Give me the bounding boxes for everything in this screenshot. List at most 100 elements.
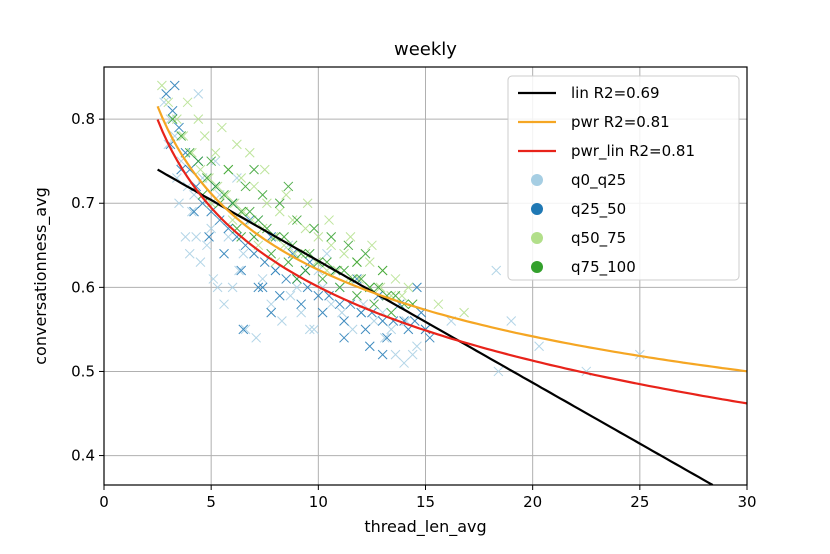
legend-dot-swatch — [531, 203, 543, 215]
data-point — [212, 282, 223, 293]
data-point — [204, 173, 214, 183]
y-axis-label: conversationness_avg — [31, 187, 51, 365]
y-tick-label: 0.8 — [71, 110, 95, 128]
data-point — [424, 332, 435, 343]
data-point — [178, 131, 189, 141]
legend: lin R2=0.69 pwr R2=0.81 pwr_lin R2=0.81 q0_… — [507, 75, 740, 281]
data-point — [257, 274, 268, 284]
data-point — [270, 265, 281, 276]
data-point — [227, 198, 238, 209]
data-point — [202, 173, 212, 183]
data-point — [214, 215, 225, 225]
series-q25_50 — [161, 80, 435, 360]
data-point — [210, 147, 221, 158]
data-point — [182, 97, 193, 108]
data-point — [292, 282, 302, 293]
data-point — [339, 332, 349, 343]
data-point — [337, 307, 347, 318]
data-point — [377, 349, 388, 360]
x-tick-label: 5 — [206, 493, 216, 511]
x-tick-label: 15 — [416, 493, 435, 511]
legend-dot-swatch — [531, 174, 543, 186]
data-point — [491, 265, 502, 276]
data-point — [459, 307, 469, 318]
x-axis-label: thread_len_avg — [364, 517, 486, 537]
data-point — [259, 164, 270, 175]
data-point — [232, 232, 242, 242]
data-point — [412, 341, 422, 352]
data-point — [219, 189, 229, 200]
data-point — [274, 290, 285, 301]
data-point — [257, 282, 268, 293]
data-point — [292, 215, 302, 225]
data-point — [232, 139, 242, 150]
data-point — [219, 299, 229, 310]
data-point — [360, 248, 371, 259]
data-point — [304, 324, 315, 335]
scatter-points — [157, 80, 645, 377]
y-tick-label: 0.6 — [71, 278, 95, 296]
fit-line — [156, 119, 747, 405]
data-point — [266, 307, 277, 318]
data-point — [249, 164, 259, 175]
data-point — [364, 341, 375, 352]
data-point — [266, 299, 277, 310]
data-point — [296, 299, 307, 310]
data-point — [352, 290, 362, 301]
data-point — [174, 122, 184, 133]
data-point — [195, 164, 206, 175]
data-point — [259, 257, 270, 267]
data-point — [281, 274, 292, 284]
data-point — [244, 206, 255, 217]
data-point — [309, 223, 319, 234]
data-point — [206, 206, 217, 217]
data-point — [356, 274, 367, 284]
data-point — [283, 257, 294, 267]
data-point — [169, 80, 180, 91]
data-point — [172, 173, 182, 183]
data-point — [360, 324, 371, 335]
data-point — [317, 307, 328, 318]
data-point — [296, 307, 307, 318]
data-point — [375, 282, 386, 293]
data-point — [262, 198, 272, 209]
data-point — [326, 299, 337, 310]
data-point — [240, 181, 251, 192]
data-point — [534, 341, 544, 352]
data-point — [634, 349, 645, 360]
data-point — [193, 156, 204, 167]
data-point — [206, 223, 217, 234]
data-point — [157, 80, 167, 91]
legend-label: q50_75 — [571, 229, 626, 248]
data-point — [390, 349, 401, 360]
data-point — [283, 181, 294, 192]
data-point — [174, 198, 184, 209]
data-point — [219, 248, 229, 259]
data-point — [253, 215, 264, 225]
data-point — [163, 97, 174, 108]
data-point — [240, 324, 251, 335]
fit-line — [157, 168, 714, 485]
series-q0_q25 — [159, 89, 645, 377]
data-point — [187, 147, 197, 158]
data-point — [193, 89, 204, 99]
data-point — [379, 332, 390, 343]
data-point — [191, 232, 202, 242]
data-point — [412, 282, 422, 293]
y-tick-label: 0.7 — [71, 194, 95, 212]
data-point — [223, 232, 234, 242]
data-point — [176, 131, 187, 141]
x-tick-label: 20 — [523, 493, 542, 511]
data-point — [210, 181, 221, 192]
x-tick-label: 25 — [630, 493, 649, 511]
data-point — [167, 114, 178, 124]
data-point — [229, 198, 240, 209]
data-point — [313, 232, 324, 242]
data-point — [382, 332, 392, 343]
legend-label: pwr_lin R2=0.81 — [571, 142, 695, 161]
data-point — [313, 290, 324, 301]
chart-title: weekly — [394, 39, 457, 60]
x-tick-label: 10 — [309, 493, 328, 511]
data-point — [287, 215, 298, 225]
